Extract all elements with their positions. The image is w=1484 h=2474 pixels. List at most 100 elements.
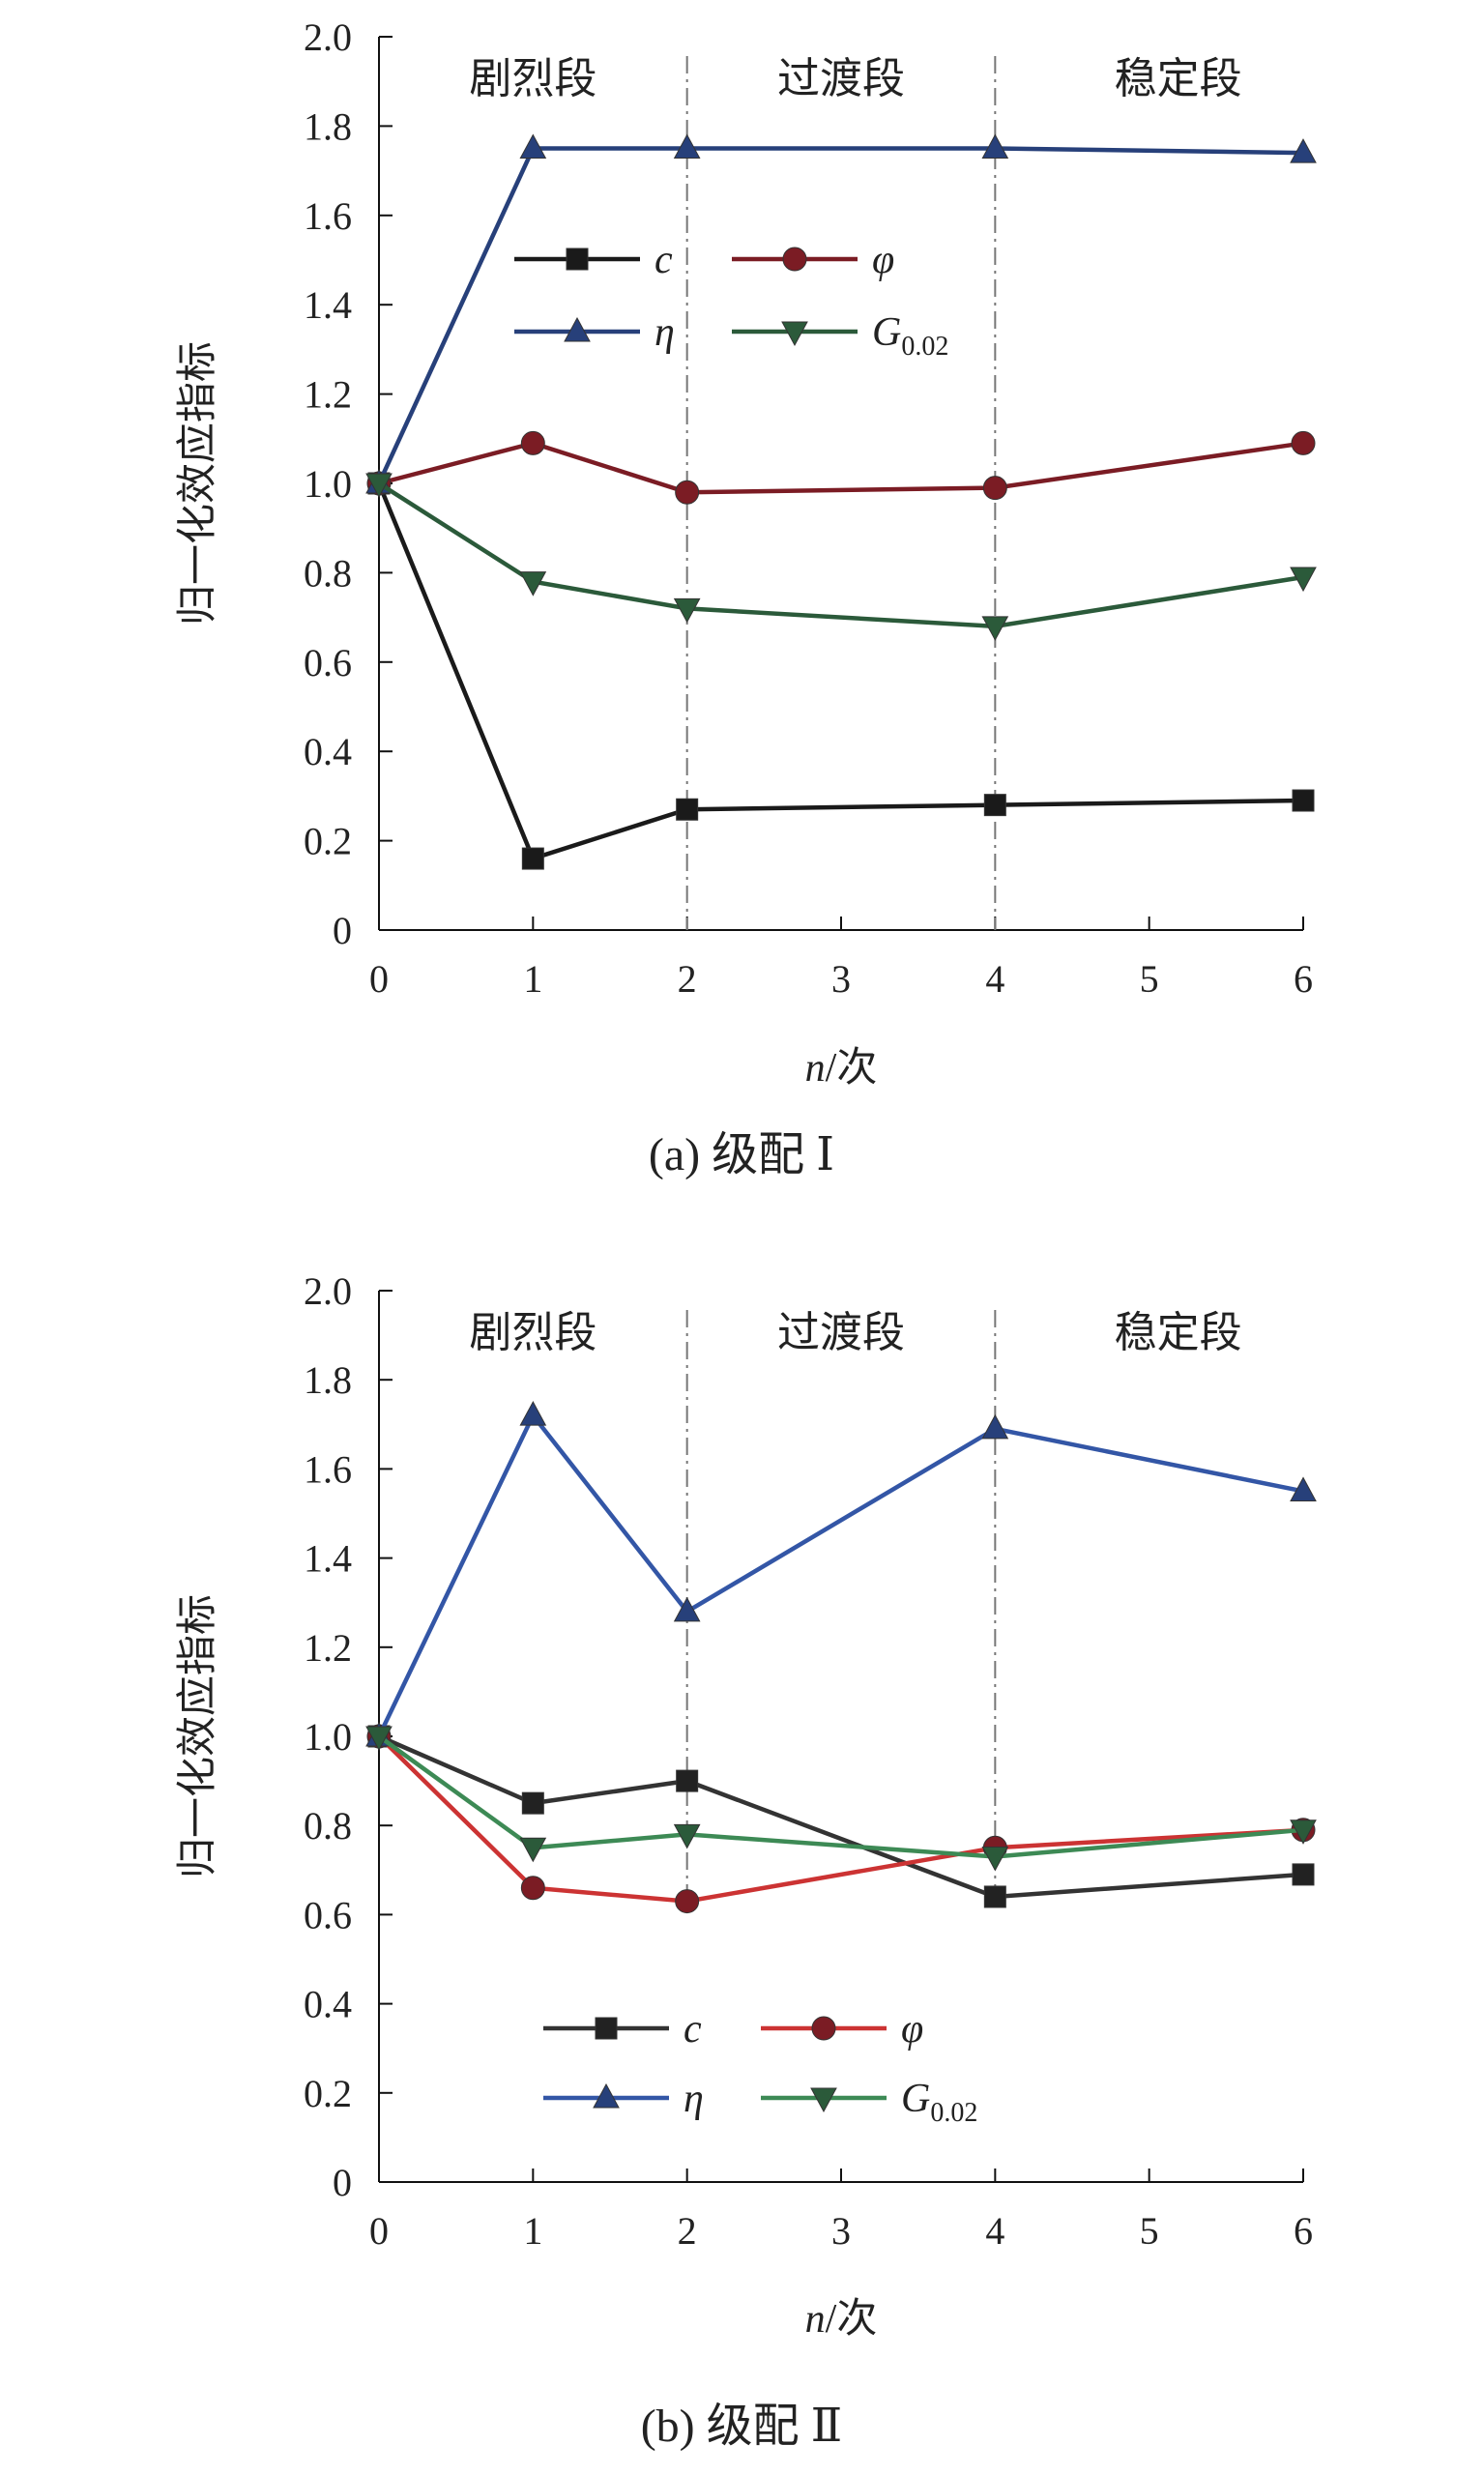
data-point-η <box>519 1401 547 1426</box>
data-point-G <box>519 571 547 597</box>
data-point-η <box>1290 1476 1317 1501</box>
data-point-η <box>981 1413 1009 1440</box>
series-line-η <box>376 1411 1304 1737</box>
data-point-c <box>983 794 1006 817</box>
x-tick-label: 2 <box>678 957 697 1001</box>
y-tick-label: 1.6 <box>304 1447 352 1491</box>
data-point-c <box>521 847 544 870</box>
y-tick-label: 1.0 <box>304 462 352 506</box>
data-point-G <box>673 1823 701 1849</box>
legend-marker-η <box>593 2082 620 2109</box>
legend-label: c <box>684 2007 702 2052</box>
data-point-η <box>1290 138 1317 163</box>
data-point-η <box>673 1596 701 1622</box>
x-tick-label: 4 <box>985 2209 1004 2253</box>
chart-panel-b: 0 0.2 0.4 0.6 0.8 1.0 1.2 1.4 1.6 1.8 2.0 0 1 2 3 4 5 6 剧烈… <box>175 1269 1317 2452</box>
x-tick-label: 1 <box>523 957 542 1001</box>
y-tick-label: 1.4 <box>304 1537 352 1581</box>
legend-label: φ <box>901 2007 923 2052</box>
legend-label: η <box>684 2077 704 2121</box>
x-axis-label: n/次 <box>805 2297 878 2342</box>
data-point-φ <box>675 1889 700 1914</box>
legend-marker-c <box>595 2017 618 2040</box>
legend-label: η <box>655 310 675 355</box>
x-tick-label: 2 <box>678 2209 697 2253</box>
data-point-φ <box>675 480 700 505</box>
phase-label: 过渡段 <box>777 54 905 103</box>
data-point-G <box>981 616 1009 641</box>
legend-marker-G <box>810 2087 837 2113</box>
x-tick-label: 6 <box>1294 957 1313 1001</box>
data-point-G <box>1290 567 1317 593</box>
phase-label: 剧烈段 <box>469 1308 597 1357</box>
x-axis-label: n/次 <box>805 1046 878 1091</box>
figure-caption: (a) 级配 Ⅰ <box>649 1129 834 1180</box>
y-axis-label: 归一化效应指标 <box>175 341 220 626</box>
data-point-c <box>676 798 699 821</box>
y-tick-label: 0.6 <box>304 1893 352 1936</box>
data-point-G <box>981 1846 1009 1872</box>
series-line-η <box>376 146 1304 484</box>
x-tick-label: 0 <box>369 957 389 1001</box>
x-tick-label: 5 <box>1140 2209 1159 2253</box>
x-tick-label: 1 <box>523 2209 542 2253</box>
y-tick-label: 2.0 <box>304 15 352 59</box>
legend-label: G0.02 <box>872 310 948 362</box>
x-tick-label: 4 <box>985 957 1004 1001</box>
phase-label: 稳定段 <box>1115 1308 1242 1357</box>
legend-marker-c <box>566 247 589 271</box>
y-tick-label: 0.4 <box>304 730 352 773</box>
data-point-G <box>365 473 393 499</box>
y-tick-label: 1.2 <box>304 373 352 417</box>
y-tick-label: 1.8 <box>304 1358 352 1402</box>
phase-label: 过渡段 <box>777 1308 905 1357</box>
series-line-G <box>377 481 1304 629</box>
data-point-G <box>519 1837 547 1863</box>
legend-label: φ <box>872 238 894 282</box>
series-line-c <box>376 482 1304 861</box>
legend-marker-η <box>564 316 591 342</box>
series-line-φ <box>378 441 1304 495</box>
y-axis-label: 归一化效应指标 <box>175 1594 220 1878</box>
y-tick-label: 0.8 <box>304 1804 352 1848</box>
y-tick-label: 2.0 <box>304 1269 352 1313</box>
x-tick-label: 5 <box>1140 957 1159 1001</box>
data-point-η <box>673 133 701 159</box>
x-tick-label: 3 <box>831 957 851 1001</box>
data-point-G <box>673 597 701 624</box>
y-tick-label: 0 <box>333 909 352 952</box>
legend-marker-G <box>781 321 808 347</box>
x-tick-label: 6 <box>1294 2209 1313 2253</box>
y-tick-label: 0.4 <box>304 1983 352 2026</box>
data-point-φ <box>520 1876 545 1901</box>
phase-label: 稳定段 <box>1115 54 1242 103</box>
y-tick-label: 1.6 <box>304 194 352 238</box>
y-tick-label: 1.0 <box>304 1715 352 1759</box>
legend-marker-φ <box>782 247 807 272</box>
y-tick-label: 0.2 <box>304 2072 352 2115</box>
data-point-c <box>983 1885 1006 1908</box>
series-line-φ <box>377 1734 1304 1904</box>
x-tick-label: 3 <box>831 2209 851 2253</box>
y-tick-label: 0 <box>333 2161 352 2204</box>
y-tick-label: 1.8 <box>304 104 352 148</box>
data-point-c <box>1292 789 1315 812</box>
data-point-c <box>1292 1863 1315 1886</box>
data-point-G <box>1290 1819 1317 1845</box>
phase-label: 剧烈段 <box>469 54 597 103</box>
data-point-c <box>676 1769 699 1792</box>
y-tick-label: 0.8 <box>304 551 352 595</box>
data-point-φ <box>1291 430 1316 455</box>
data-point-φ <box>520 430 545 455</box>
figure-caption: (b) 级配 Ⅱ <box>641 2401 843 2452</box>
y-tick-label: 0.2 <box>304 820 352 863</box>
data-point-c <box>521 1791 544 1815</box>
legend-label: G0.02 <box>901 2077 977 2128</box>
y-tick-label: 1.4 <box>304 283 352 327</box>
data-point-φ <box>982 476 1007 501</box>
data-point-η <box>519 133 547 159</box>
data-point-G <box>365 1726 393 1752</box>
y-tick-label: 1.2 <box>304 1626 352 1670</box>
y-tick-label: 0.6 <box>304 641 352 684</box>
